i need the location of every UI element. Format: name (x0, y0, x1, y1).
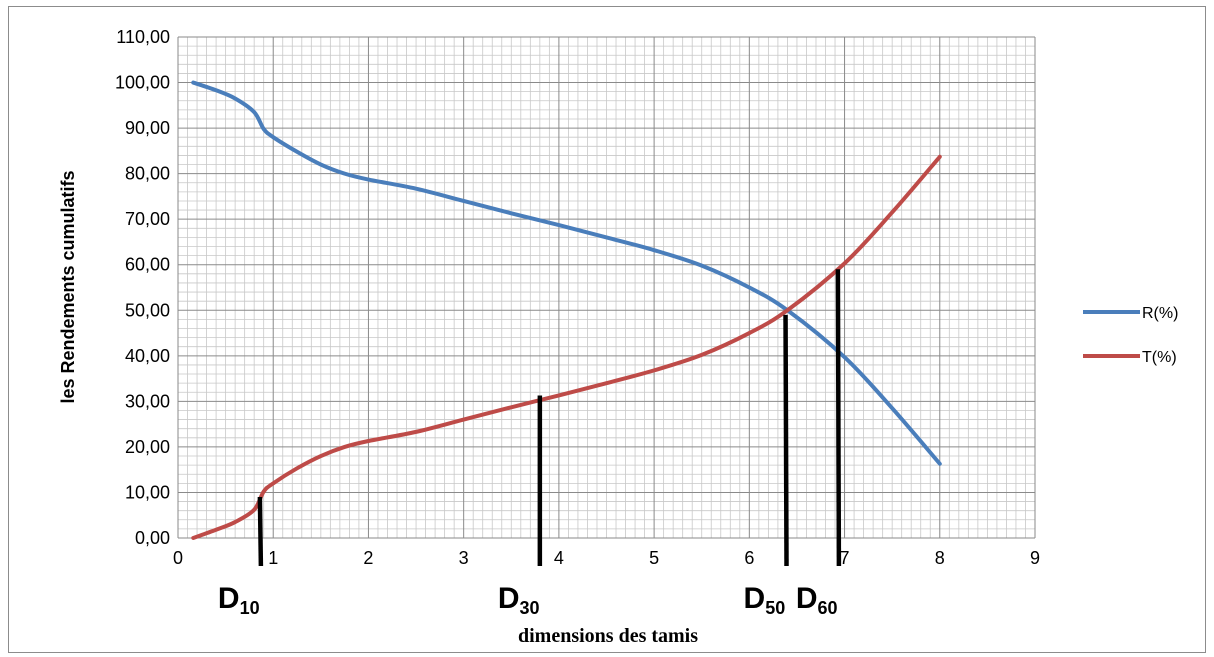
y-tick-label: 100,00 (115, 73, 170, 93)
diameter-marker-lines (257, 269, 842, 567)
y-tick-label: 20,00 (125, 437, 170, 457)
legend: R(%) T(%) (1083, 305, 1178, 366)
marker-subscript: 60 (818, 598, 838, 618)
y-tick-label: 80,00 (125, 164, 170, 184)
marker-line-d10 (257, 496, 264, 567)
marker-label-d30: D30 (498, 582, 540, 618)
diameter-marker-labels: D10 D30 D50 D60 (218, 582, 838, 618)
x-axis-tick-labels: 0 1 2 3 4 5 6 7 8 9 (173, 548, 1040, 568)
marker-subscript: 50 (765, 598, 785, 618)
x-tick-label: 6 (744, 548, 754, 568)
chart-frame (8, 6, 1206, 653)
y-axis-label: les Rendements cumulatifs (58, 170, 78, 403)
x-tick-label: 0 (173, 548, 183, 568)
x-tick-label: 4 (554, 548, 564, 568)
y-tick-label: 90,00 (125, 118, 170, 138)
y-tick-label: 40,00 (125, 346, 170, 366)
marker-label-d60: D60 (796, 582, 838, 618)
x-tick-label: 8 (935, 548, 945, 568)
y-tick-label: 70,00 (125, 209, 170, 229)
x-tick-label: 9 (1030, 548, 1040, 568)
marker-line-d50 (783, 314, 789, 567)
legend-label-t: T(%) (1142, 349, 1177, 366)
marker-subscript: 30 (520, 598, 540, 618)
series-line-t (191, 154, 942, 540)
series-line-r (191, 80, 942, 466)
x-tick-label: 5 (649, 548, 659, 568)
minor-gridlines (178, 37, 1035, 538)
legend-label-r: R(%) (1142, 305, 1178, 322)
x-tick-label: 3 (459, 548, 469, 568)
y-tick-label: 10,00 (125, 482, 170, 502)
x-tick-label: 2 (363, 548, 373, 568)
x-tick-label: 7 (840, 548, 850, 568)
y-tick-label: 30,00 (125, 391, 170, 411)
x-tick-label: 1 (268, 548, 278, 568)
marker-label-d50: D50 (744, 582, 786, 618)
major-gridlines (177, 36, 1036, 539)
y-tick-label: 110,00 (116, 27, 170, 47)
y-tick-label: 0,00 (135, 528, 170, 548)
y-tick-label: 60,00 (125, 255, 170, 275)
marker-line-d60 (835, 269, 842, 567)
y-axis-tick-labels: 0,00 10,00 20,00 30,00 40,00 50,00 60,00 70,00 8… (115, 27, 170, 548)
marker-subscript: 10 (240, 598, 260, 618)
y-tick-label: 50,00 (125, 300, 170, 320)
x-axis-label: dimensions des tamis (518, 625, 698, 647)
marker-label-d10: D10 (218, 582, 260, 618)
